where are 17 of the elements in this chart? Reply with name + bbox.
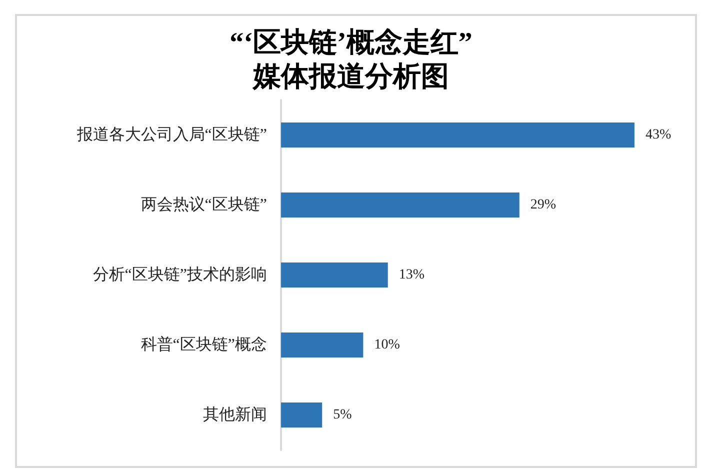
y-tick-label: 报道各大公司入局“区块链” — [76, 126, 267, 144]
bar — [281, 192, 520, 218]
chart-subtitle: 媒体报道分析图 — [252, 62, 449, 92]
y-tick-label: 两会热议“区块链” — [140, 196, 267, 214]
bar — [281, 402, 322, 428]
bar — [281, 332, 364, 358]
y-tick-label: 分析“区块链”技术的影响 — [92, 266, 267, 284]
data-label: 10% — [374, 338, 400, 352]
bar — [281, 262, 388, 288]
bar — [281, 122, 634, 148]
data-label: 13% — [398, 268, 425, 282]
y-tick-label: 科普“区块链”概念 — [140, 336, 267, 354]
data-label: 43% — [645, 128, 672, 142]
data-label: 29% — [530, 198, 556, 212]
data-label: 5% — [333, 408, 352, 422]
y-tick-label: 其他新闻 — [203, 406, 267, 424]
chart-title: “‘区块链’概念走红” — [230, 28, 472, 58]
